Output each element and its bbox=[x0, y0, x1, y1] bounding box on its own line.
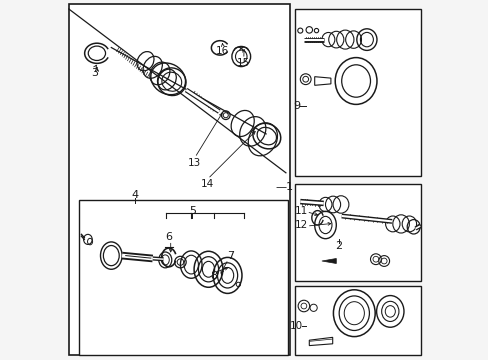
Text: 7: 7 bbox=[227, 251, 234, 261]
Text: 2: 2 bbox=[335, 240, 342, 251]
Text: 9: 9 bbox=[292, 101, 299, 111]
Text: 8: 8 bbox=[210, 271, 217, 282]
Polygon shape bbox=[321, 258, 336, 264]
Bar bbox=[294, 286, 420, 355]
Bar bbox=[294, 9, 420, 176]
Text: 13: 13 bbox=[188, 158, 201, 168]
Text: 10: 10 bbox=[289, 321, 302, 331]
Text: 11: 11 bbox=[294, 206, 307, 216]
Text: 16: 16 bbox=[216, 46, 229, 56]
Bar bbox=[79, 200, 287, 355]
Text: 6: 6 bbox=[165, 232, 172, 242]
Bar bbox=[294, 184, 420, 281]
Bar bbox=[69, 4, 289, 355]
Text: 3: 3 bbox=[91, 68, 98, 78]
Text: 15: 15 bbox=[237, 58, 250, 68]
Text: 4: 4 bbox=[131, 190, 138, 200]
Text: 12: 12 bbox=[294, 220, 307, 230]
Text: —1: —1 bbox=[275, 182, 293, 192]
Text: 14: 14 bbox=[201, 179, 214, 189]
Text: 5: 5 bbox=[188, 206, 195, 216]
